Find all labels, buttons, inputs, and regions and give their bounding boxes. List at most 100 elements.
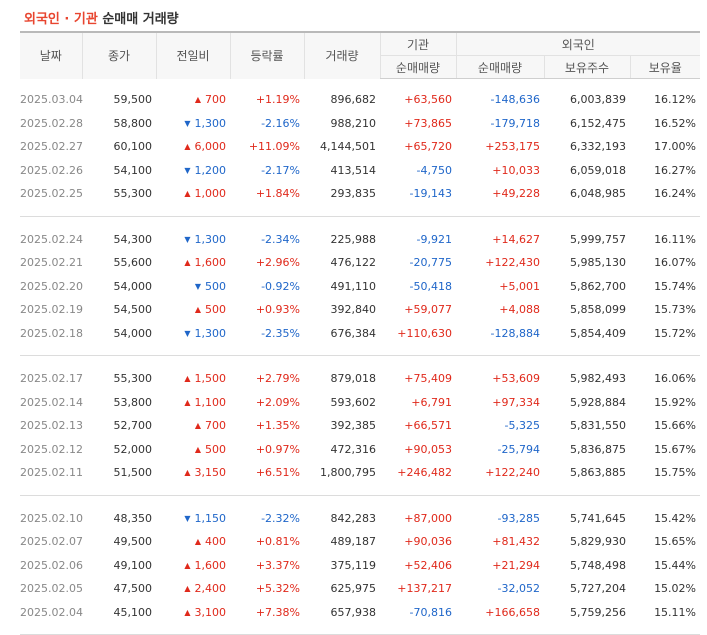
change-value: 1,300 [194, 326, 227, 340]
table-row: 2025.02.24 54,300 ▼ 1,300 -2.34% 225,988 -9,92… [20, 228, 700, 252]
date-cell: 2025.02.14 [20, 395, 83, 409]
date-cell: 2025.02.18 [20, 326, 83, 340]
inst-net-cell: +6,791 [411, 395, 452, 409]
table-body: 2025.03.04 59,500 ▲ 700 +1.19% 896,682 +63,560… [20, 79, 701, 635]
inst-net-cell: -20,775 [409, 256, 452, 270]
change-value: 1,500 [194, 372, 227, 386]
volume-cell: 489,187 [330, 535, 377, 549]
arrow-up-icon: ▲ [184, 607, 191, 617]
volume-cell: 375,119 [330, 558, 377, 572]
foreign-net-cell: -32,052 [497, 582, 540, 596]
change-value: 1,600 [194, 256, 227, 270]
divider-cell [20, 345, 701, 356]
ratio-cell: 15.75% [654, 466, 697, 480]
table-row: 2025.02.20 54,000 ▼ 500 -0.92% 491,110 -50,418… [20, 275, 700, 299]
header-institution: 기관 [379, 31, 456, 56]
title-institution: 기관 [73, 12, 98, 27]
close-cell: 55,600 [113, 256, 153, 270]
group-divider [20, 205, 701, 217]
arrow-down-icon: ▼ [184, 328, 191, 338]
arrow-down-icon: ▼ [184, 234, 191, 244]
date-cell: 2025.02.21 [20, 256, 83, 270]
holdings-cell: 6,152,475 [570, 116, 626, 130]
holdings-cell: 5,863,885 [570, 466, 626, 480]
table-row: 2025.02.27 60,100 ▲ 6,000 +11.09% 4,144,501 +6… [20, 135, 700, 159]
foreign-net-cell: -179,718 [490, 116, 540, 130]
change-value: 2,400 [194, 582, 227, 596]
rate-cell: +2.96% [255, 256, 300, 270]
date-cell: 2025.02.19 [20, 303, 83, 317]
volume-cell: 676,384 [330, 326, 377, 340]
change-cell: ▲ 2,400 [156, 577, 230, 601]
change-cell: ▲ 3,100 [156, 601, 230, 625]
rate-cell: +1.84% [255, 187, 300, 201]
arrow-up-icon: ▲ [184, 258, 191, 268]
arrow-down-icon: ▼ [184, 513, 191, 523]
inst-net-cell: +66,571 [404, 419, 452, 433]
table-row: 2025.02.06 49,100 ▲ 1,600 +3.37% 375,119 +52,4… [20, 554, 700, 578]
date-cell: 2025.02.20 [20, 279, 83, 293]
change-cell: ▲ 6,000 [156, 135, 230, 159]
change-cell: ▲ 1,100 [156, 391, 230, 415]
ratio-cell: 16.24% [654, 187, 697, 201]
table-row: 2025.02.11 51,500 ▲ 3,150 +6.51% 1,800,795 +24… [20, 461, 700, 485]
inst-net-cell: +137,217 [397, 582, 452, 596]
header-foreign-net: 순매매량 [455, 55, 544, 79]
foreign-net-cell: -25,794 [497, 442, 540, 456]
group-spacer [20, 356, 700, 368]
change-value: 400 [205, 535, 226, 549]
change-value: 500 [205, 442, 226, 456]
arrow-up-icon: ▲ [194, 95, 201, 105]
volume-cell: 593,602 [330, 395, 377, 409]
group-divider [20, 624, 701, 635]
volume-cell: 476,122 [330, 256, 377, 270]
foreign-net-cell: -128,884 [490, 326, 540, 340]
table-row: 2025.02.12 52,000 ▲ 500 +0.97% 472,316 +90,053… [20, 438, 700, 462]
foreign-net-cell: +49,228 [492, 187, 540, 201]
table-row: 2025.02.04 45,100 ▲ 3,100 +7.38% 657,938 -70,8… [20, 601, 700, 625]
inst-net-cell: +110,630 [397, 326, 452, 340]
holdings-cell: 5,858,099 [570, 303, 626, 317]
inst-net-cell: +90,053 [404, 442, 452, 456]
divider-cell [20, 205, 701, 217]
holdings-cell: 5,999,757 [570, 232, 626, 246]
close-cell: 53,800 [113, 395, 153, 409]
ratio-cell: 16.12% [654, 93, 697, 107]
change-value: 1,100 [194, 395, 227, 409]
rate-cell: +1.35% [255, 419, 300, 433]
close-cell: 48,350 [113, 511, 153, 525]
date-cell: 2025.02.10 [20, 511, 83, 525]
ratio-cell: 15.65% [654, 535, 697, 549]
rate-cell: +1.19% [255, 93, 300, 107]
volume-cell: 625,975 [330, 582, 377, 596]
ratio-cell: 15.74% [654, 279, 697, 293]
arrow-up-icon: ▲ [184, 374, 191, 384]
date-cell: 2025.02.05 [20, 582, 83, 596]
rate-cell: -2.34% [261, 232, 300, 246]
inst-net-cell: +65,720 [404, 140, 452, 154]
change-value: 700 [205, 419, 226, 433]
change-cell: ▼ 1,300 [156, 228, 230, 252]
change-cell: ▼ 1,150 [156, 507, 230, 531]
close-cell: 55,300 [113, 372, 153, 386]
volume-cell: 293,835 [330, 187, 377, 201]
group-divider [20, 484, 701, 496]
change-cell: ▲ 1,500 [156, 367, 230, 391]
rate-cell: -2.17% [261, 163, 300, 177]
inst-net-cell: +87,000 [404, 511, 452, 525]
change-value: 3,100 [194, 605, 227, 619]
table-row: 2025.02.26 54,100 ▼ 1,200 -2.17% 413,514 -4,75… [20, 159, 700, 183]
close-cell: 58,800 [113, 116, 153, 130]
holdings-cell: 5,741,645 [570, 511, 626, 525]
table-row: 2025.02.28 58,800 ▼ 1,300 -2.16% 988,210 +73,8… [20, 112, 700, 136]
foreign-net-cell: -93,285 [497, 511, 540, 525]
change-cell: ▲ 3,150 [156, 461, 230, 485]
rate-cell: -2.35% [261, 326, 300, 340]
foreign-net-cell: +21,294 [492, 558, 540, 572]
foreign-net-cell: +166,658 [485, 605, 540, 619]
change-cell: ▼ 1,300 [156, 322, 230, 346]
arrow-up-icon: ▲ [194, 305, 201, 315]
foreign-net-cell: +97,334 [492, 395, 540, 409]
rate-cell: -0.92% [261, 279, 300, 293]
change-value: 500 [205, 279, 226, 293]
